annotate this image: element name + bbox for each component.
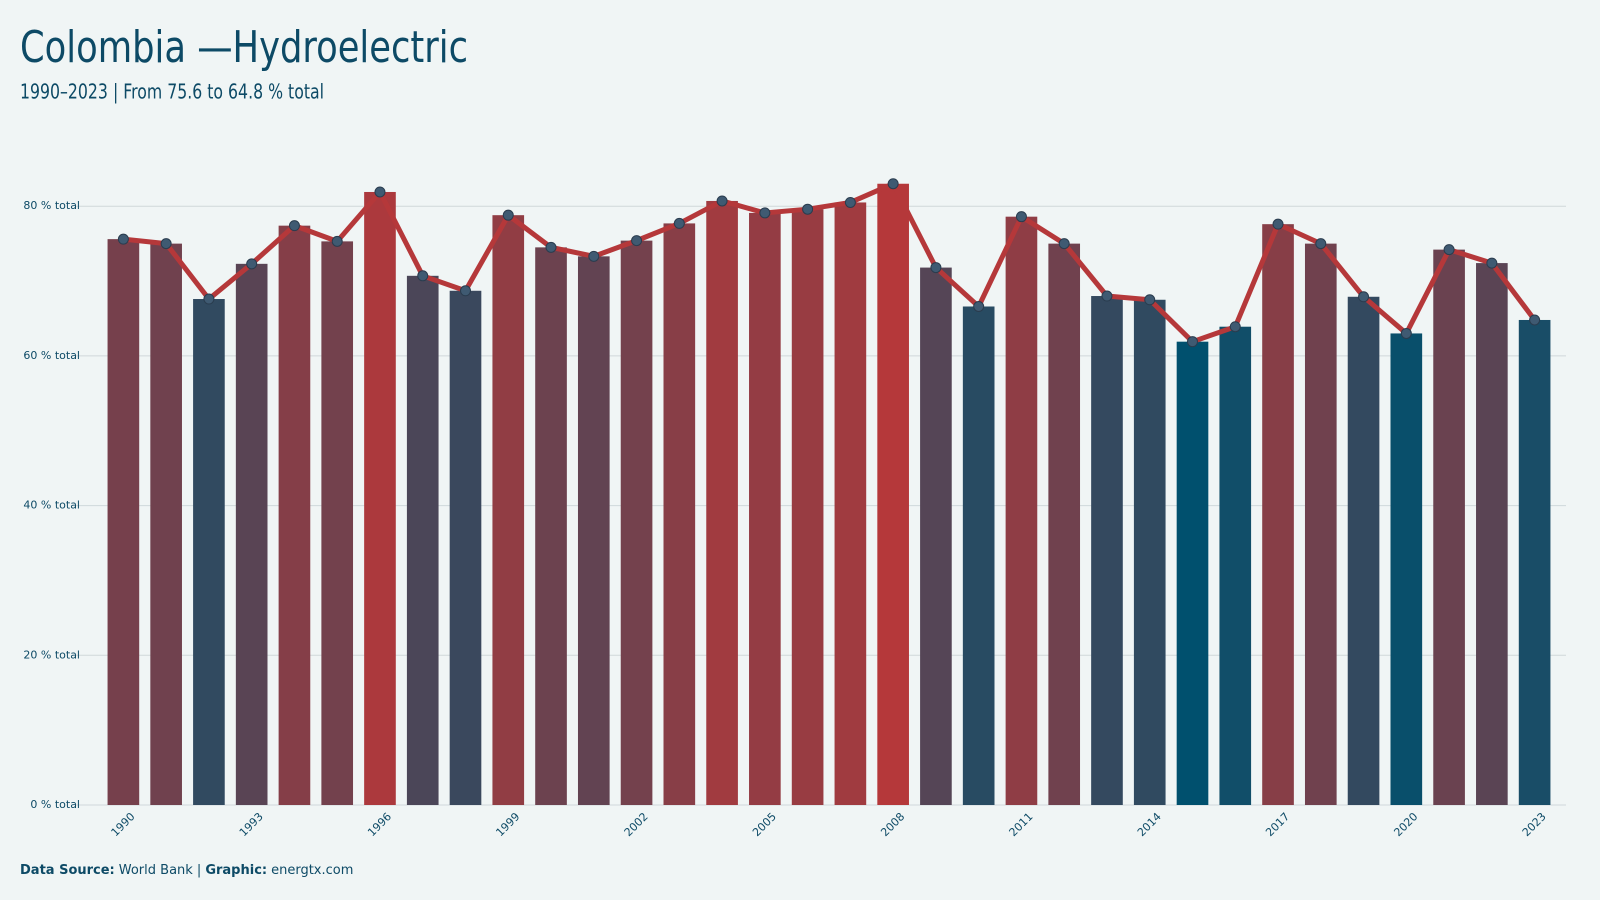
- point-marker: [631, 235, 643, 247]
- bar: [1262, 224, 1294, 805]
- footer-part: Data Source:: [20, 863, 115, 878]
- footer: Data Source: World Bank | Graphic: energtx.…: [20, 863, 353, 878]
- footer-part: energtx.com: [271, 863, 353, 878]
- point-marker: [887, 178, 899, 190]
- point-marker: [802, 203, 814, 215]
- bar: [663, 223, 696, 805]
- bar: [1133, 299, 1166, 805]
- point-marker: [545, 241, 557, 253]
- bar: [107, 239, 140, 806]
- point-marker: [1358, 291, 1370, 303]
- bar: [449, 290, 482, 805]
- point-marker: [930, 262, 942, 274]
- bar: [406, 275, 439, 806]
- bar: [920, 267, 952, 806]
- bar: [364, 191, 396, 805]
- point-marker: [1187, 336, 1198, 348]
- bar: [1390, 333, 1423, 805]
- bar: [1476, 263, 1508, 805]
- chart-subtitle: 1990–2023 | From 75.6 to 64.8 % total: [20, 80, 324, 104]
- point-marker: [588, 250, 600, 262]
- bar: [535, 247, 567, 806]
- point-marker: [374, 186, 386, 198]
- point-marker: [288, 220, 300, 232]
- point-marker: [502, 209, 514, 221]
- bar: [1347, 296, 1380, 805]
- point-marker: [1101, 290, 1113, 302]
- bar: [749, 212, 781, 805]
- point-marker: [844, 196, 856, 208]
- footer-part: Graphic:: [205, 863, 267, 878]
- bar: [1091, 296, 1123, 805]
- bar: [1219, 326, 1252, 805]
- bar: [235, 263, 268, 805]
- bar: [962, 306, 995, 805]
- point-marker: [973, 300, 985, 312]
- chart-title: Colombia —Hydroelectric: [20, 22, 468, 73]
- point-marker: [331, 235, 343, 247]
- point-marker: [1315, 238, 1327, 250]
- y-tick-label: 80 % total: [23, 199, 80, 212]
- footer-part: World Bank |: [119, 863, 202, 878]
- bar: [791, 209, 824, 805]
- point-marker: [1058, 238, 1070, 250]
- bar: [321, 241, 354, 805]
- point-marker: [1443, 244, 1455, 256]
- y-tick-label: 60 % total: [23, 349, 80, 362]
- point-marker: [160, 238, 172, 250]
- point-marker: [1229, 321, 1241, 333]
- bar: [834, 202, 867, 806]
- point-marker: [203, 293, 215, 305]
- point-marker: [716, 195, 728, 207]
- bar: [150, 243, 182, 806]
- bar: [577, 256, 610, 806]
- point-marker: [1529, 314, 1541, 326]
- bar: [1518, 319, 1551, 805]
- point-marker: [246, 258, 258, 270]
- bar: [706, 200, 738, 806]
- bar: [278, 225, 311, 805]
- point-marker: [1015, 211, 1027, 223]
- bar: [1433, 249, 1465, 805]
- point-marker: [1144, 294, 1156, 306]
- bar: [193, 299, 225, 805]
- point-marker: [460, 285, 471, 297]
- bar: [1176, 341, 1209, 805]
- y-tick-label: 20 % total: [23, 648, 80, 661]
- bar: [877, 183, 909, 806]
- point-marker: [417, 270, 429, 282]
- bar: [620, 240, 653, 806]
- point-marker: [759, 207, 771, 219]
- point-marker: [1400, 327, 1412, 339]
- bar: [1048, 243, 1081, 806]
- point-marker: [117, 233, 129, 245]
- y-tick-label: 0 % total: [30, 798, 80, 811]
- point-marker: [1486, 257, 1498, 269]
- y-tick-label: 40 % total: [23, 499, 80, 512]
- bar: [492, 215, 525, 806]
- point-marker: [673, 217, 685, 229]
- point-marker: [1272, 218, 1284, 230]
- bar: [1005, 216, 1038, 806]
- trend-line: [123, 181, 1537, 345]
- bar: [1304, 243, 1337, 806]
